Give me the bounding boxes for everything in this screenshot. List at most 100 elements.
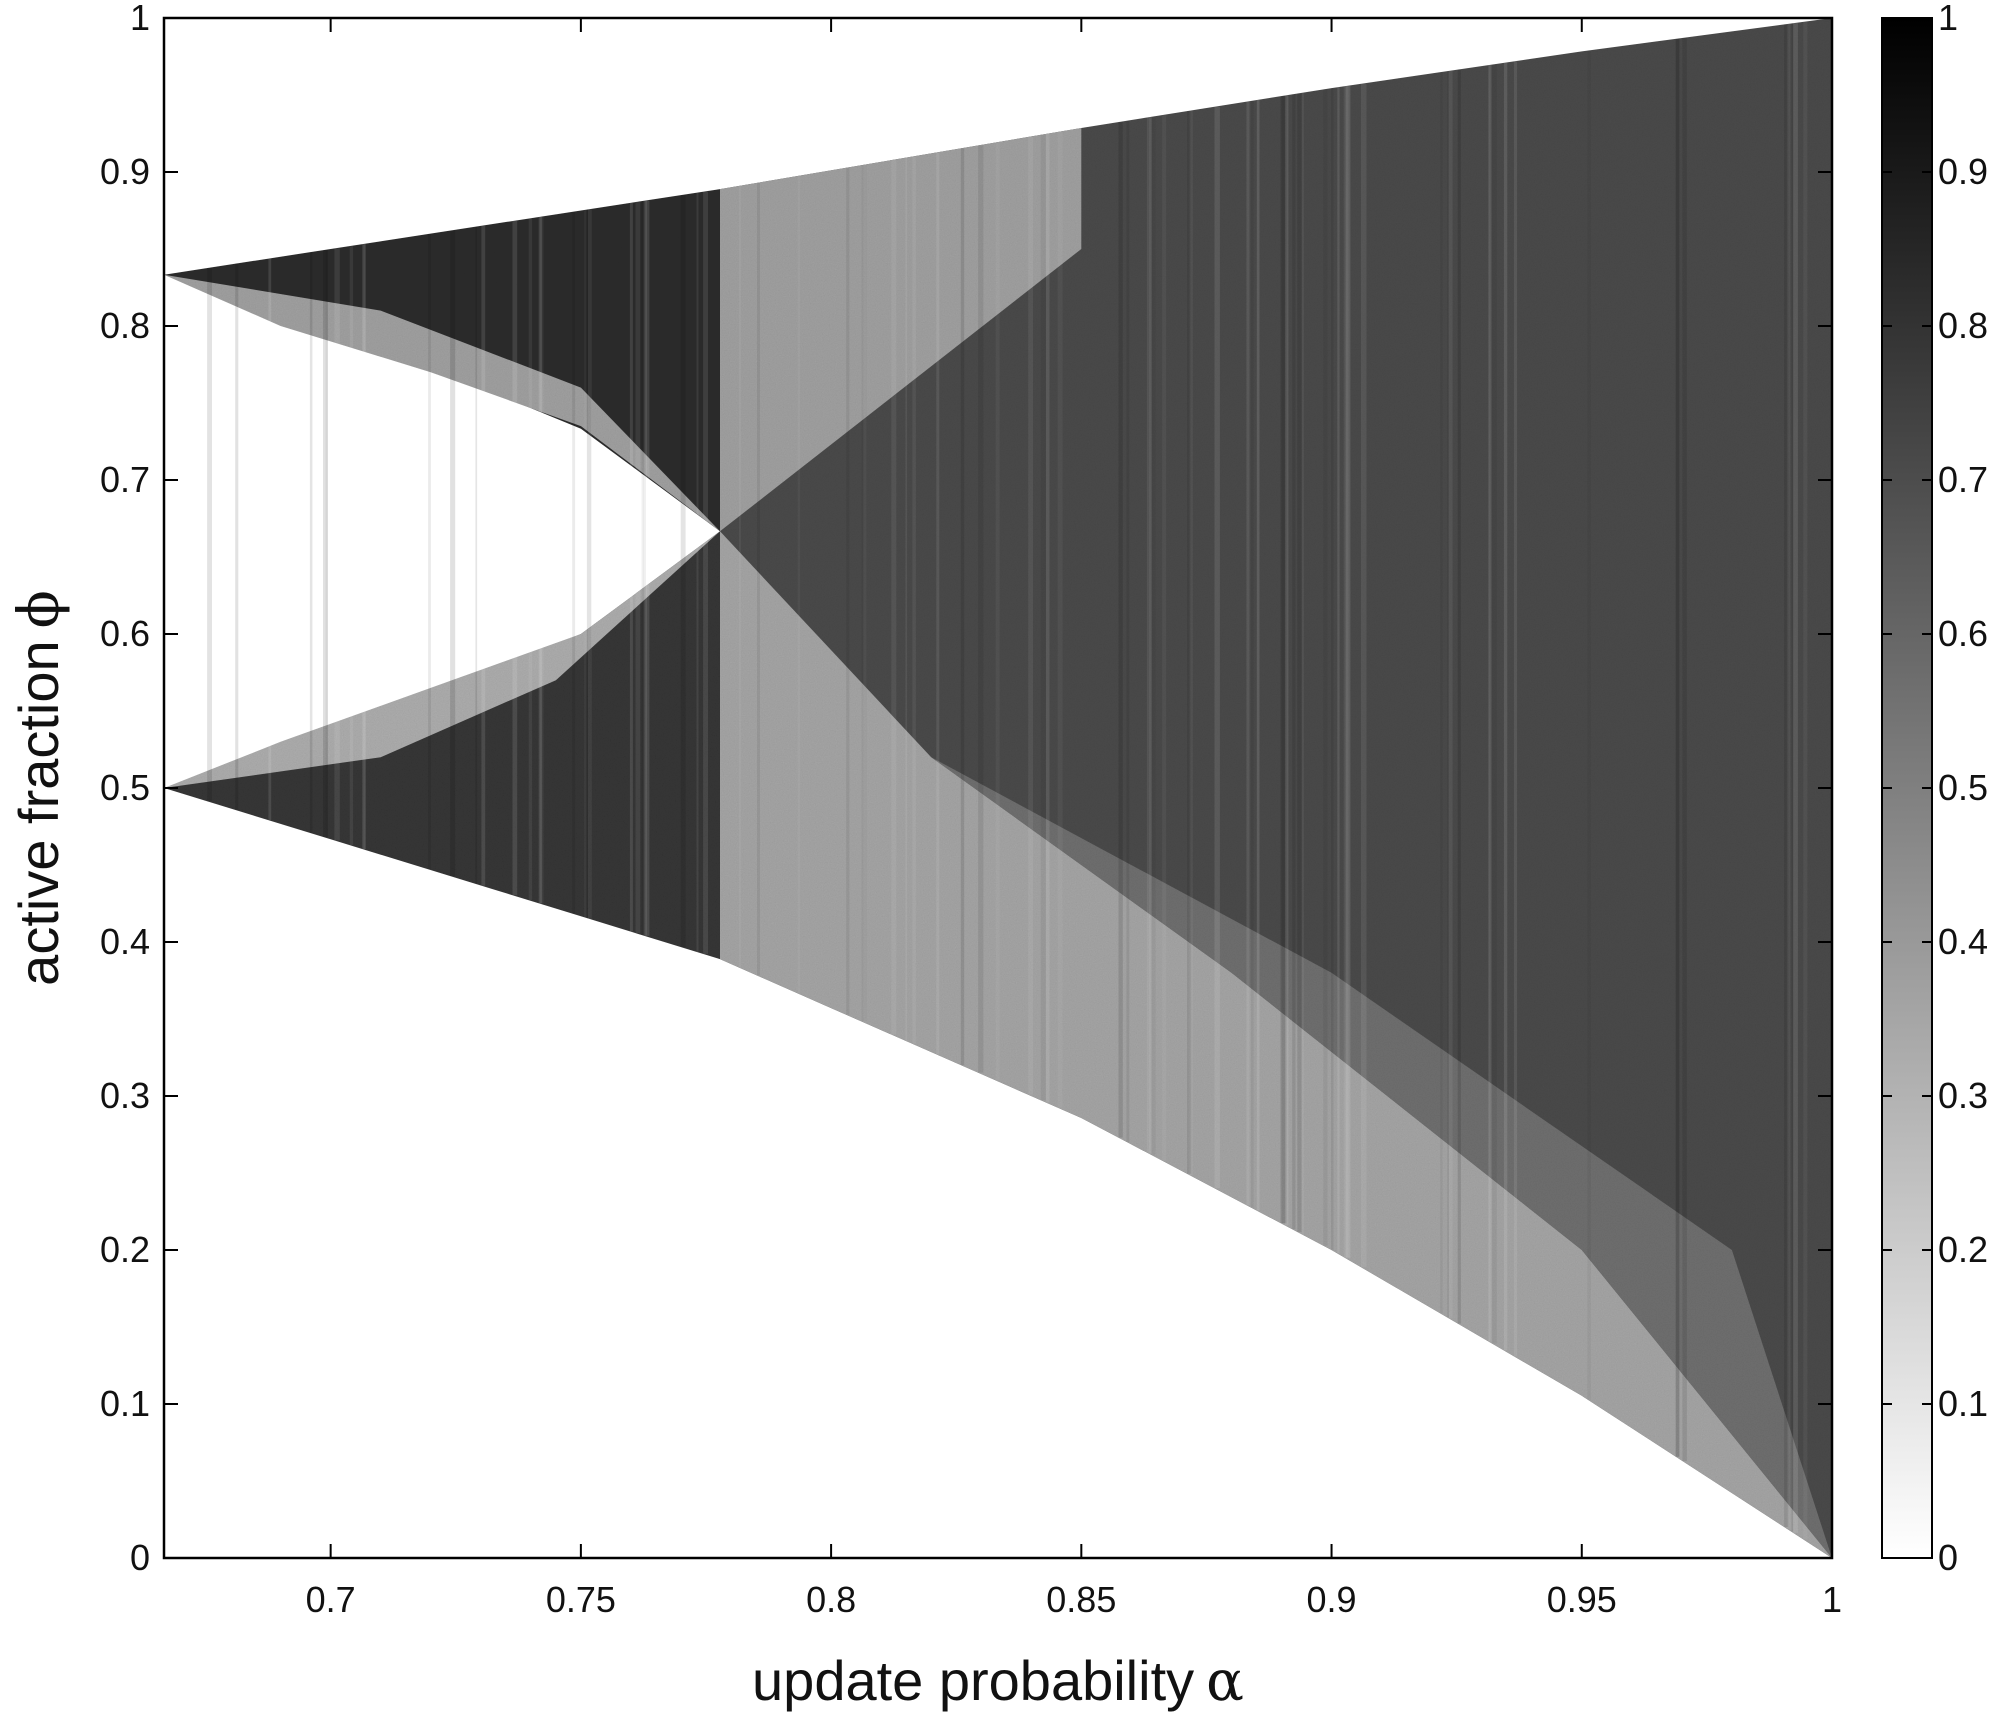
stripe (1284, 95, 1289, 1226)
stripe (1256, 100, 1260, 1211)
stripe (1784, 24, 1789, 1527)
stripe (268, 258, 272, 821)
stripe (1440, 72, 1443, 1314)
colorbar-tick-label: 0 (1938, 1537, 1958, 1578)
stripe (1345, 86, 1351, 1259)
stripe (539, 216, 542, 904)
stripe (1292, 94, 1296, 1230)
stripe (1214, 106, 1220, 1189)
stripe (363, 244, 366, 850)
plot-area: 0.7 0.75 0.8 0.85 0.9 0.95 1 00.10.20.30.40.50… (100, 0, 1842, 1620)
stripe (641, 201, 645, 935)
stripe (538, 217, 544, 904)
stripe (1251, 100, 1254, 1208)
y-axis-symbol: ϕ (7, 590, 72, 628)
light-band-top (720, 128, 1082, 532)
stripe (1791, 23, 1794, 1532)
stripe (680, 195, 686, 948)
stripe (1457, 69, 1461, 1324)
stripe (757, 182, 760, 976)
stripe (1803, 21, 1808, 1540)
stripe (1361, 83, 1367, 1268)
colorbar-tick-label: 0.1 (1938, 1383, 1988, 1424)
stripe (334, 248, 340, 841)
stripe (1682, 38, 1687, 1462)
stripe (643, 200, 647, 936)
stripe (1323, 89, 1328, 1246)
colorbar-tick-label: 0.2 (1938, 1229, 1988, 1270)
stripe (1189, 110, 1193, 1176)
stripe (1057, 132, 1063, 1108)
y-tick-label: 0.3 (100, 1075, 150, 1116)
stripe (1146, 117, 1149, 1153)
vertical-stripes (207, 21, 1808, 1540)
x-tick-label: 0.9 (1307, 1579, 1357, 1620)
stripe (1587, 50, 1591, 1400)
x-axis: 0.7 0.75 0.8 0.85 0.9 0.95 1 (306, 18, 1842, 1620)
stripe (1513, 61, 1518, 1357)
stripe (1246, 101, 1250, 1206)
stripe (1786, 24, 1791, 1529)
stripe (643, 200, 646, 936)
y-tick-label: 0.5 (100, 767, 150, 808)
stripe (1337, 87, 1340, 1254)
stripe (572, 211, 576, 914)
stripe (912, 156, 916, 1044)
stripe (846, 167, 850, 1015)
colorbar-tick-label: 1 (1938, 0, 1958, 38)
stripe (629, 203, 633, 932)
stripe (1301, 92, 1304, 1235)
y-axis: 0 0.1 0.2 0.3 0.4 0.5 0.6 0.7 0.8 0.9 1 (100, 0, 1832, 1578)
stripe (1148, 117, 1152, 1154)
stripe (349, 246, 354, 846)
stripe (978, 145, 984, 1073)
stripe (235, 263, 239, 810)
stripe (1162, 115, 1167, 1161)
stripe (1150, 116, 1156, 1155)
stripe (891, 160, 897, 1035)
stripe (1488, 65, 1492, 1342)
stripe (1503, 62, 1508, 1351)
x-axis-label: update probability α (752, 1649, 1244, 1714)
stripe (1126, 120, 1130, 1142)
stripe (1187, 111, 1192, 1174)
y-axis-label: active fraction ϕ (7, 590, 72, 986)
stripe (512, 221, 518, 896)
y-tick-label: 0.6 (100, 613, 150, 654)
colorbar-tick-label: 0.8 (1938, 305, 1988, 346)
stripe (1281, 96, 1287, 1224)
stripe (450, 230, 456, 877)
stripe (995, 142, 1000, 1081)
y-tick-label: 0.9 (100, 151, 150, 192)
x-axis-label-text: update probability (752, 1649, 1194, 1712)
colorbar-tick-label: 0.3 (1938, 1075, 1988, 1116)
stripe (905, 157, 908, 1041)
stripe (936, 152, 940, 1055)
colorbar-tick-label: 0.6 (1938, 613, 1988, 654)
stripe (644, 200, 650, 936)
stripe (588, 209, 592, 919)
y-tick-label: 0.8 (100, 305, 150, 346)
stripe (1793, 23, 1798, 1533)
colorbar-tick-label: 0.9 (1938, 151, 1988, 192)
stripe (584, 210, 587, 918)
stripe (1028, 136, 1033, 1095)
density-regions (164, 18, 1832, 1558)
light-band-bottom (720, 531, 1832, 1558)
y-tick-label: 0.4 (100, 921, 150, 962)
stripe (481, 225, 486, 886)
stripe (797, 175, 801, 994)
stripe (1331, 88, 1334, 1250)
x-tick-label: 1 (1822, 1579, 1842, 1620)
x-tick-label: 0.8 (806, 1579, 856, 1620)
stripe (1447, 71, 1449, 1318)
y-tick-label: 0.2 (100, 1229, 150, 1270)
stripe (323, 250, 328, 837)
stripe (1448, 71, 1453, 1319)
stripe (1343, 86, 1349, 1258)
stripe (1046, 133, 1050, 1103)
colorbar-tick-label: 0.4 (1938, 921, 1988, 962)
x-axis-symbol: α (1206, 1649, 1244, 1714)
stripe (428, 234, 431, 870)
x-tick-label: 0.95 (1547, 1579, 1617, 1620)
